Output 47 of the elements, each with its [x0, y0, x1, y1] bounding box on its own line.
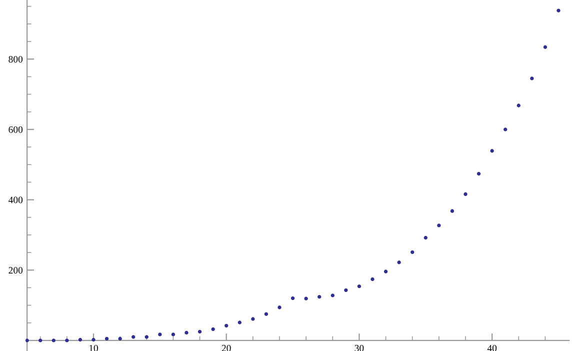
- point: [357, 284, 362, 288]
- point: [516, 104, 520, 108]
- point: [264, 312, 268, 316]
- point: [504, 128, 508, 132]
- point: [424, 236, 428, 240]
- point: [278, 306, 282, 310]
- point: [490, 149, 494, 153]
- point: [290, 296, 295, 300]
- point: [224, 324, 228, 328]
- point: [556, 8, 560, 12]
- point: [384, 270, 388, 274]
- point: [251, 317, 255, 321]
- point: [476, 172, 481, 176]
- point: [171, 332, 176, 336]
- point: [397, 260, 401, 264]
- point: [304, 296, 308, 300]
- point: [38, 338, 42, 342]
- point: [198, 330, 202, 334]
- point: [211, 327, 215, 332]
- y-tick-label: 600: [8, 126, 23, 133]
- x-tick-label: 30: [354, 344, 364, 351]
- point: [104, 336, 109, 341]
- point: [132, 335, 136, 339]
- x-tick-label: 20: [222, 344, 231, 351]
- y-tick-label: 200: [8, 267, 23, 274]
- point: [370, 277, 374, 282]
- point: [158, 332, 162, 336]
- point: [450, 209, 454, 213]
- point: [65, 338, 69, 342]
- point: [464, 192, 468, 196]
- point: [52, 338, 56, 342]
- point: [437, 224, 441, 228]
- point: [410, 250, 414, 254]
- point: [78, 338, 82, 342]
- point: [530, 76, 534, 80]
- point: [344, 288, 348, 292]
- y-tick-label: 400: [8, 196, 23, 204]
- y-tick-label: 800: [8, 56, 23, 63]
- point: [238, 320, 242, 324]
- point: [543, 45, 548, 49]
- x-tick-label: 40: [487, 344, 497, 351]
- point: [318, 295, 322, 299]
- point: [26, 338, 29, 342]
- point: [92, 338, 96, 342]
- point: [184, 330, 188, 335]
- x-tick-label: 10: [89, 344, 98, 351]
- point: [330, 294, 334, 298]
